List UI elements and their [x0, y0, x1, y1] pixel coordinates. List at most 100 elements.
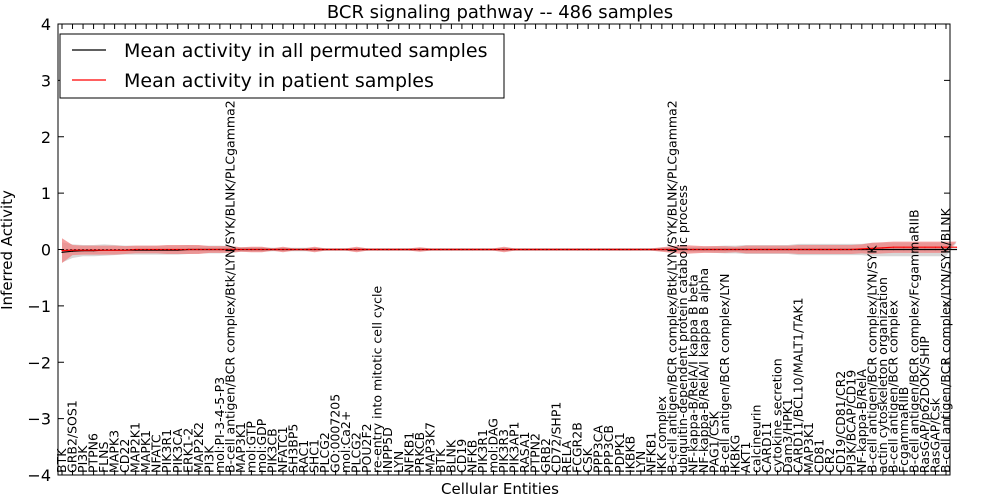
x-category-label: RasGAP/Csk [928, 397, 943, 473]
point-permuted [892, 248, 894, 251]
point-patient [755, 248, 758, 251]
x-category-label: RASA1 [517, 432, 532, 473]
x-category-label: PIK3CB [265, 428, 280, 473]
x-category-label: PLCG2 [349, 432, 364, 473]
y-tick-label: 2 [41, 128, 51, 147]
x-ticks [61, 24, 947, 475]
x-category-label: mol:Ca2+ [338, 411, 353, 473]
category-labels: BTKGRB2/SOS1PI3KPTPN6FLNSMAPK3CD22MAP2K1… [54, 100, 953, 473]
x-category-label: PIK3CA [170, 428, 185, 473]
plot-frame [57, 23, 951, 476]
x-category-label: CD72/SHP1 [549, 402, 564, 473]
band-patient [62, 238, 957, 263]
x-category-label: mol:PI-3-4-5-P3 [212, 377, 227, 473]
point-patient [271, 248, 274, 251]
x-category-label: PAG1/CSK [707, 410, 722, 473]
x-category-label: mol:DAG [486, 418, 501, 473]
x-category-label: BTK [433, 448, 448, 473]
point-patient [240, 248, 242, 251]
x-axis-label: Cellular Entities [441, 480, 559, 498]
y-ticks: −4 −3 −2 −1 0 1 2 3 4 [27, 15, 950, 485]
point-patient [871, 247, 873, 249]
point-patient [577, 248, 579, 251]
x-category-label: INPP5D [380, 427, 395, 473]
point-patient [71, 249, 74, 251]
point-patient [671, 248, 673, 251]
x-category-label: NFATC [149, 434, 164, 473]
point-patient [840, 248, 842, 251]
point-patient [408, 248, 410, 251]
x-category-label: PPP3CA [591, 425, 606, 473]
x-category-label: CD19/CD81/CR2 [833, 371, 848, 473]
y-tick-label: −1 [27, 297, 51, 316]
x-category-label: B-cell antigen/BCR complex/LYN [717, 274, 732, 474]
x-category-label: re-entry into mitotic cell cycle [370, 285, 385, 473]
point-patient [471, 248, 474, 251]
point-patient [292, 248, 295, 251]
x-category-label: IKBKB [622, 436, 637, 473]
x-category-label: CARD11/BCL10/MALT1/TAK1 [791, 297, 806, 473]
x-category-label: IKK complex [654, 396, 669, 473]
x-category-label: B-cell antigen/BCR complex/LYN/SYK [864, 245, 879, 473]
point-patient [208, 248, 210, 251]
x-category-label: CD22 [117, 439, 132, 473]
x-category-label: NFKB1 [643, 432, 658, 473]
x-category-label: ubiquitin-dependent protein catabolic pr… [675, 185, 690, 473]
point-patient [934, 246, 937, 248]
x-category-label: MAP3K7 [422, 422, 437, 473]
x-category-label: NFKB1 [401, 432, 416, 473]
y-tick-label: 3 [41, 71, 51, 90]
legend-label-patient: Mean activity in patient samples [124, 70, 434, 92]
point-patient [955, 246, 958, 248]
x-category-label: CD81 [812, 439, 827, 473]
x-category-label: FcgammaRIIB [896, 387, 911, 473]
point-patient [724, 248, 726, 251]
y-tick-label: −4 [27, 466, 51, 485]
x-category-label: CSK [580, 447, 595, 473]
x-category-label: B-cell antigen/BCR complex [885, 300, 900, 473]
legend: Mean activity in all permuted samples Me… [59, 33, 505, 99]
y-tick-label: 0 [41, 241, 51, 260]
y-axis-label: Inferred Activity [0, 190, 16, 310]
point-patient [924, 246, 926, 248]
x-category-label: PTPN2 [528, 433, 543, 473]
point-patient [92, 249, 95, 251]
x-category-label: RELA [559, 440, 574, 473]
point-patient [61, 250, 63, 252]
x-category-label: LYN [633, 451, 648, 473]
y-tick-label: 4 [41, 15, 51, 34]
x-category-label: mol:GDP [254, 418, 269, 473]
x-category-label: B-cell antigen/BCR complex/Btk/LYN/SYK/B… [664, 100, 679, 473]
x-category-label: PIK3R1 [475, 429, 490, 473]
x-category-label: B-cell antigen/BCR complex/LYN/SYK/BLNK [938, 207, 953, 473]
x-category-label: CARD11 [759, 422, 774, 474]
point-patient [492, 248, 495, 251]
x-category-label: PTPN6 [86, 433, 101, 473]
x-category-label: NF-kappa-B/RelA/I kappa B alpha [696, 268, 711, 473]
x-category-label: BLNK [443, 439, 458, 473]
x-category-label: GRB2 [538, 438, 553, 473]
x-category-label: CR2 [822, 448, 837, 473]
x-category-label: PDPK1 [612, 432, 627, 473]
x-category-label: PI3K/BCAP/CD19 [843, 370, 858, 473]
point-patient [882, 247, 884, 249]
x-category-label: RAC1 [296, 440, 311, 473]
x-category-label: LYN [391, 451, 406, 473]
y-tick-label: −2 [27, 353, 51, 372]
point-patient [356, 248, 358, 251]
point-patient [640, 248, 642, 251]
x-category-label: GO:0007205 [328, 394, 343, 473]
x-category-label: B-cell antigen/BCR complex/Btk/LYN/SYK/B… [222, 100, 237, 473]
x-category-label: B-cell antigen/BCR complex/FcgammaRIIB [906, 209, 921, 473]
x-category-label: ERK1-2 [180, 428, 195, 473]
confidence-bands [62, 238, 957, 263]
x-category-label: NF-kappa-B/RelA/I kappa B beta [685, 274, 700, 473]
point-patient [156, 248, 158, 251]
x-category-label: MAPK1 [138, 430, 153, 473]
point-permuted [924, 248, 926, 251]
point-permuted [955, 248, 958, 251]
point-patient [903, 246, 905, 248]
point-patient [556, 248, 558, 251]
x-category-label: MAP2K2 [191, 422, 206, 473]
